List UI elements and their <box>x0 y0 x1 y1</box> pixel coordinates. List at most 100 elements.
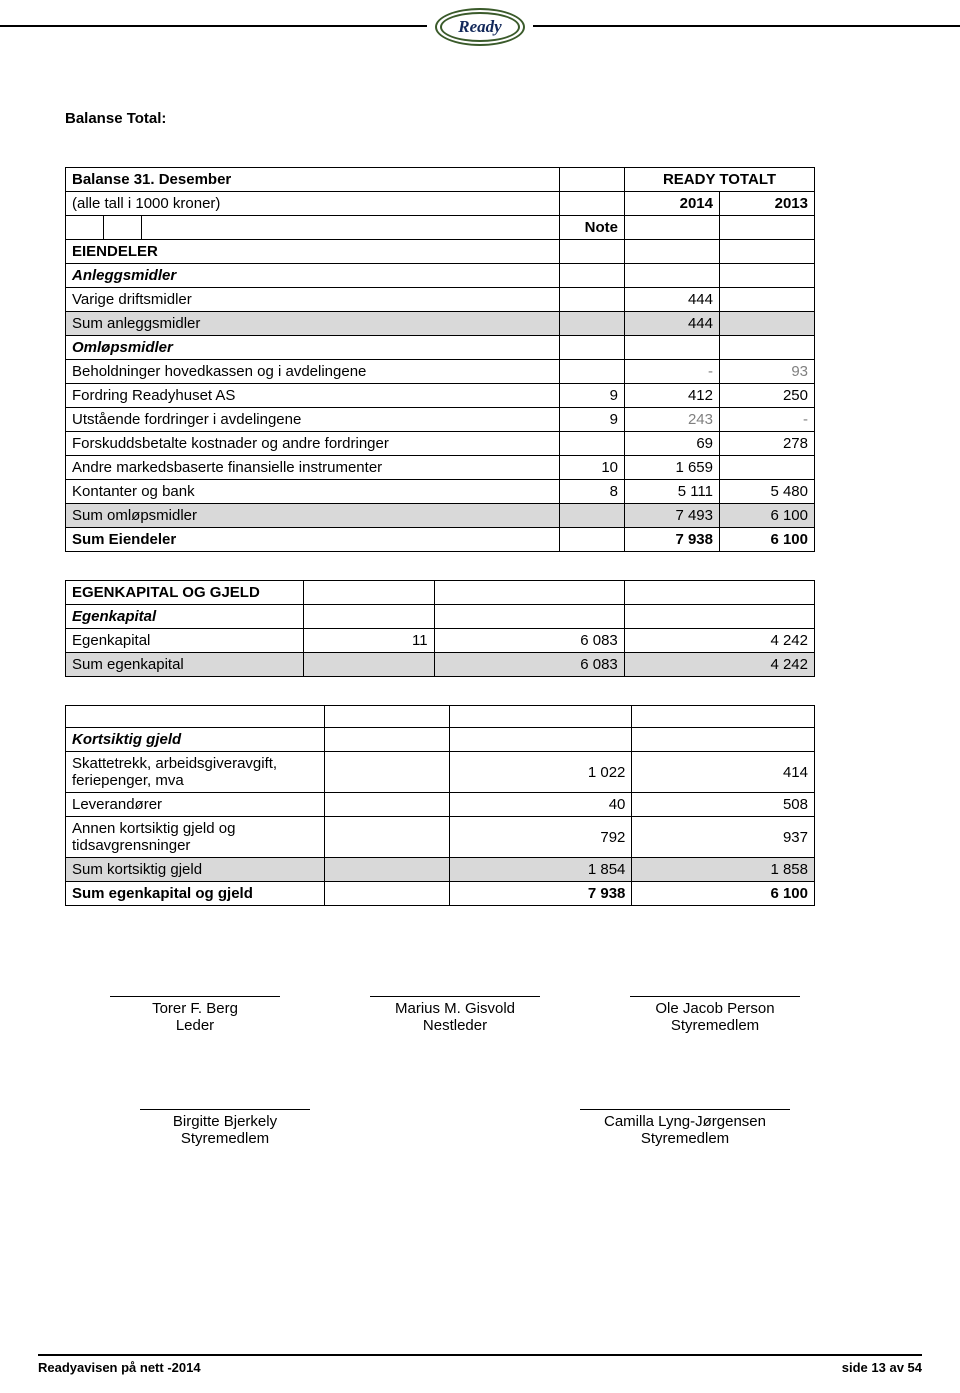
signature-block: Camilla Lyng-Jørgensen Styremedlem <box>555 1109 815 1147</box>
row-label: Beholdninger hovedkassen og i avdelingen… <box>66 360 560 384</box>
row-note: 10 <box>560 456 625 480</box>
empty-cell <box>560 240 625 264</box>
row-2014: 7 938 <box>625 528 720 552</box>
row-label: Skattetrekk, arbeidsgiveravgift, feriepe… <box>66 752 325 793</box>
row-note <box>560 528 625 552</box>
row-2013 <box>720 456 815 480</box>
logo-inner-oval: Ready <box>440 12 520 42</box>
row-label: Sum egenkapital <box>66 653 304 677</box>
section-heading: EGENKAPITAL OG GJELD <box>66 581 304 605</box>
row-note <box>560 288 625 312</box>
signature-block: Birgitte Bjerkely Styremedlem <box>95 1109 355 1147</box>
signatures-row-2: Birgitte Bjerkely Styremedlem Camilla Ly… <box>95 1109 815 1147</box>
empty-cell <box>104 216 142 240</box>
empty-cell <box>66 706 325 728</box>
row-label: Sum anleggsmidler <box>66 312 560 336</box>
row-label: Egenkapital <box>66 629 304 653</box>
table-row: Balanse 31. Desember READY TOTALT <box>66 168 815 192</box>
row-2013: 6 100 <box>720 528 815 552</box>
table-row: EGENKAPITAL OG GJELD <box>66 581 815 605</box>
year1-cell: 2014 <box>625 192 720 216</box>
table-row: Omløpsmidler <box>66 336 815 360</box>
row-2014: 40 <box>449 793 632 817</box>
row-2013: 4 242 <box>624 653 814 677</box>
row-2013: 508 <box>632 793 815 817</box>
row-2014: 444 <box>625 288 720 312</box>
table-row: Sum egenkapital og gjeld 7 938 6 100 <box>66 882 815 906</box>
signature-block: Marius M. Gisvold Nestleder <box>355 996 555 1034</box>
empty-cell <box>625 216 720 240</box>
table-row: Sum anleggsmidler 444 <box>66 312 815 336</box>
row-note <box>324 882 449 906</box>
subsection-heading: Egenkapital <box>66 605 304 629</box>
row-2014: 1 854 <box>449 858 632 882</box>
table-row: Annen kortsiktig gjeld og tidsavgrensnin… <box>66 817 815 858</box>
table-row: Skattetrekk, arbeidsgiveravgift, feriepe… <box>66 752 815 793</box>
table-row: Forskuddsbetalte kostnader og andre ford… <box>66 432 815 456</box>
empty-cell <box>560 168 625 192</box>
subsection-heading: Omløpsmidler <box>66 336 560 360</box>
empty-cell <box>449 706 632 728</box>
footer-right: side 13 av 54 <box>842 1360 922 1375</box>
table-row <box>66 706 815 728</box>
empty-cell <box>625 336 720 360</box>
empty-cell <box>304 605 434 629</box>
signatory-title: Nestleder <box>355 1017 555 1034</box>
row-2013: 6 100 <box>720 504 815 528</box>
row-label: Annen kortsiktig gjeld og tidsavgrensnin… <box>66 817 325 858</box>
row-note <box>560 312 625 336</box>
row-2014: 7 493 <box>625 504 720 528</box>
empty-cell <box>324 706 449 728</box>
row-label: Andre markedsbaserte finansielle instrum… <box>66 456 560 480</box>
table-row: Egenkapital <box>66 605 815 629</box>
row-2013: 278 <box>720 432 815 456</box>
empty-cell <box>720 264 815 288</box>
empty-cell <box>720 216 815 240</box>
signature-line <box>370 996 540 997</box>
row-2014: 7 938 <box>449 882 632 906</box>
row-2013 <box>720 312 815 336</box>
table-row: Leverandører 40 508 <box>66 793 815 817</box>
row-note <box>560 360 625 384</box>
table-row: Kortsiktig gjeld <box>66 728 815 752</box>
row-note <box>560 504 625 528</box>
row-2013: 6 100 <box>632 882 815 906</box>
signatory-name: Torer F. Berg <box>95 1000 295 1017</box>
signature-block: Torer F. Berg Leder <box>95 996 295 1034</box>
table-row: (alle tall i 1000 kroner) 2014 2013 <box>66 192 815 216</box>
row-label: Kontanter og bank <box>66 480 560 504</box>
row-2014: 1 659 <box>625 456 720 480</box>
row-2013: 937 <box>632 817 815 858</box>
empty-cell <box>449 728 632 752</box>
row-label: Varige driftsmidler <box>66 288 560 312</box>
signature-line <box>140 1109 310 1110</box>
empty-cell <box>324 728 449 752</box>
signatory-name: Marius M. Gisvold <box>355 1000 555 1017</box>
footer-left: Readyavisen på nett -2014 <box>38 1360 201 1375</box>
signatures-row-1: Torer F. Berg Leder Marius M. Gisvold Ne… <box>95 996 815 1034</box>
empty-cell <box>625 264 720 288</box>
footer-row: Readyavisen på nett -2014 side 13 av 54 <box>38 1360 922 1375</box>
empty-cell <box>434 605 624 629</box>
empty-cell <box>720 240 815 264</box>
row-note <box>304 653 434 677</box>
page-footer: Readyavisen på nett -2014 side 13 av 54 <box>38 1354 922 1375</box>
signature-line <box>580 1109 790 1110</box>
row-note <box>560 432 625 456</box>
row-note: 9 <box>560 384 625 408</box>
signatory-name: Birgitte Bjerkely <box>95 1113 355 1130</box>
row-label: Fordring Readyhuset AS <box>66 384 560 408</box>
table-row: Note <box>66 216 815 240</box>
signatory-name: Ole Jacob Person <box>615 1000 815 1017</box>
row-2013: 5 480 <box>720 480 815 504</box>
row-label: Sum egenkapital og gjeld <box>66 882 325 906</box>
logo-outer-oval: Ready <box>435 8 525 46</box>
row-note: 11 <box>304 629 434 653</box>
row-label: Sum omløpsmidler <box>66 504 560 528</box>
row-2013: 4 242 <box>624 629 814 653</box>
table-row: Kontanter og bank 8 5 111 5 480 <box>66 480 815 504</box>
section-heading: EIENDELER <box>66 240 560 264</box>
page-body: Balanse Total: Balanse 31. Desember READ… <box>0 90 960 1147</box>
signature-block: Ole Jacob Person Styremedlem <box>615 996 815 1034</box>
empty-cell <box>560 264 625 288</box>
